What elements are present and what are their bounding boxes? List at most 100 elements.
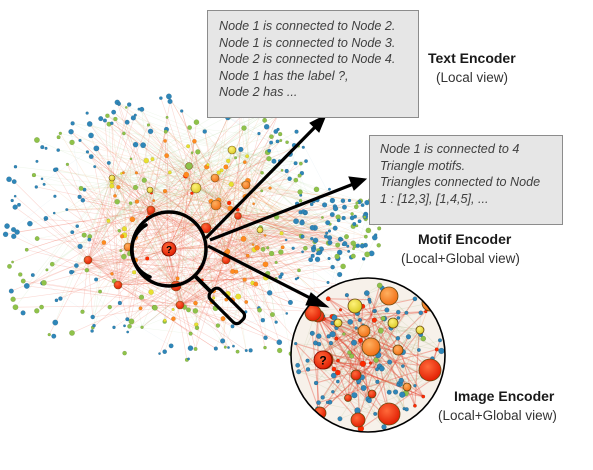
- graph-edge: [129, 259, 227, 327]
- graph-edge: [205, 227, 287, 314]
- graph-edge: [123, 133, 190, 167]
- graph-edge: [129, 227, 207, 254]
- graph-edge: [231, 149, 330, 239]
- graph-node: [34, 308, 40, 314]
- graph-edge: [149, 189, 219, 201]
- graph-edge: [87, 174, 187, 261]
- graph-node: [110, 272, 114, 276]
- graph-node: [74, 263, 79, 268]
- zoom-node: [376, 282, 383, 289]
- graph-edge: [150, 209, 229, 295]
- graph-node: [113, 280, 123, 290]
- graph-edge: [149, 160, 307, 191]
- graph-edge: [117, 284, 224, 319]
- zoom-node: [384, 307, 390, 313]
- graph-edge: [237, 215, 264, 250]
- graph-edge: [195, 215, 239, 350]
- graph-edge: [60, 177, 113, 299]
- graph-edge: [123, 172, 216, 179]
- graph-edge: [117, 277, 266, 286]
- zoom-edge: [333, 375, 400, 385]
- graph-node: [300, 234, 305, 239]
- graph-edge: [231, 149, 301, 213]
- zoom-node: [309, 330, 315, 336]
- zoom-edge: [295, 343, 321, 414]
- graph-node: [355, 243, 361, 248]
- graph-node: [235, 293, 242, 300]
- zoom-node: [350, 412, 366, 428]
- zoom-node: [396, 309, 401, 315]
- graph-node: [244, 300, 249, 304]
- graph-edge: [111, 177, 145, 181]
- zoom-edge: [353, 342, 369, 400]
- graph-edge: [111, 177, 197, 189]
- graph-edge: [214, 140, 281, 179]
- graph-node: [325, 220, 331, 226]
- graph-edge: [46, 189, 151, 271]
- graph-node: [309, 202, 314, 207]
- zoom-edge: [318, 402, 376, 415]
- zoom-edge: [328, 298, 370, 301]
- graph-edge: [87, 259, 253, 284]
- graph-node: [280, 168, 284, 172]
- graph-edge: [87, 259, 237, 272]
- graph-edge: [149, 172, 170, 191]
- graph-edge: [175, 285, 219, 326]
- graph-edge: [189, 127, 272, 137]
- graph-edge: [225, 150, 270, 261]
- graph-edge: [87, 181, 113, 261]
- graph-node: [65, 162, 70, 167]
- graph-edge: [247, 155, 287, 172]
- zoom-edge: [322, 334, 421, 398]
- graph-edge: [111, 259, 227, 275]
- graph-edge: [275, 278, 292, 354]
- zoom-edge: [332, 329, 421, 335]
- graph-node: [342, 241, 348, 247]
- graph-node: [163, 129, 168, 134]
- zoom-node: [338, 308, 343, 312]
- zoom-node: [354, 407, 361, 414]
- graph-edge: [54, 169, 119, 286]
- graph-edge: [15, 177, 113, 308]
- graph-node: [53, 194, 57, 198]
- graph-edge: [23, 280, 181, 306]
- zoom-edge: [319, 318, 385, 414]
- graph-node: [303, 245, 308, 251]
- graph-node: [327, 229, 332, 233]
- graph-edge: [66, 209, 177, 287]
- graph-node: [90, 314, 95, 320]
- zoom-edge: [362, 324, 424, 397]
- graph-node: [285, 312, 289, 315]
- graph-node: [12, 304, 19, 311]
- graph-node: [279, 231, 284, 236]
- graph-edge: [245, 184, 331, 243]
- motif-encoder-description-box: Node 1 is connected to 4 Triangle motifs…: [369, 135, 563, 225]
- zoom-edge: [318, 366, 433, 404]
- graph-edge: [204, 131, 216, 179]
- zoom-node: [372, 309, 376, 313]
- graph-node: [102, 118, 107, 123]
- graph-node: [193, 119, 200, 125]
- graph-edge: [167, 166, 208, 251]
- graph-edge: [231, 149, 331, 225]
- graph-node: [195, 149, 201, 155]
- graph-edge: [164, 140, 190, 167]
- graph-edge: [164, 140, 169, 251]
- graph-edge: [127, 204, 217, 248]
- graph-edge: [89, 215, 239, 240]
- graph-node: [132, 141, 139, 148]
- graph-node: [110, 121, 114, 126]
- zoom-node: [413, 403, 417, 408]
- zoom-node: [404, 310, 409, 315]
- graph-edge: [87, 259, 196, 304]
- graph-edge: [140, 184, 247, 309]
- graph-edge: [127, 209, 152, 320]
- graph-edge: [324, 204, 330, 232]
- zoom-edge: [354, 305, 442, 352]
- graph-edge: [179, 253, 272, 306]
- graph-node: [20, 310, 26, 316]
- graph-edge: [188, 165, 198, 328]
- graph-edge: [26, 209, 152, 251]
- graph-edge: [237, 215, 281, 253]
- graph-edge: [205, 227, 266, 338]
